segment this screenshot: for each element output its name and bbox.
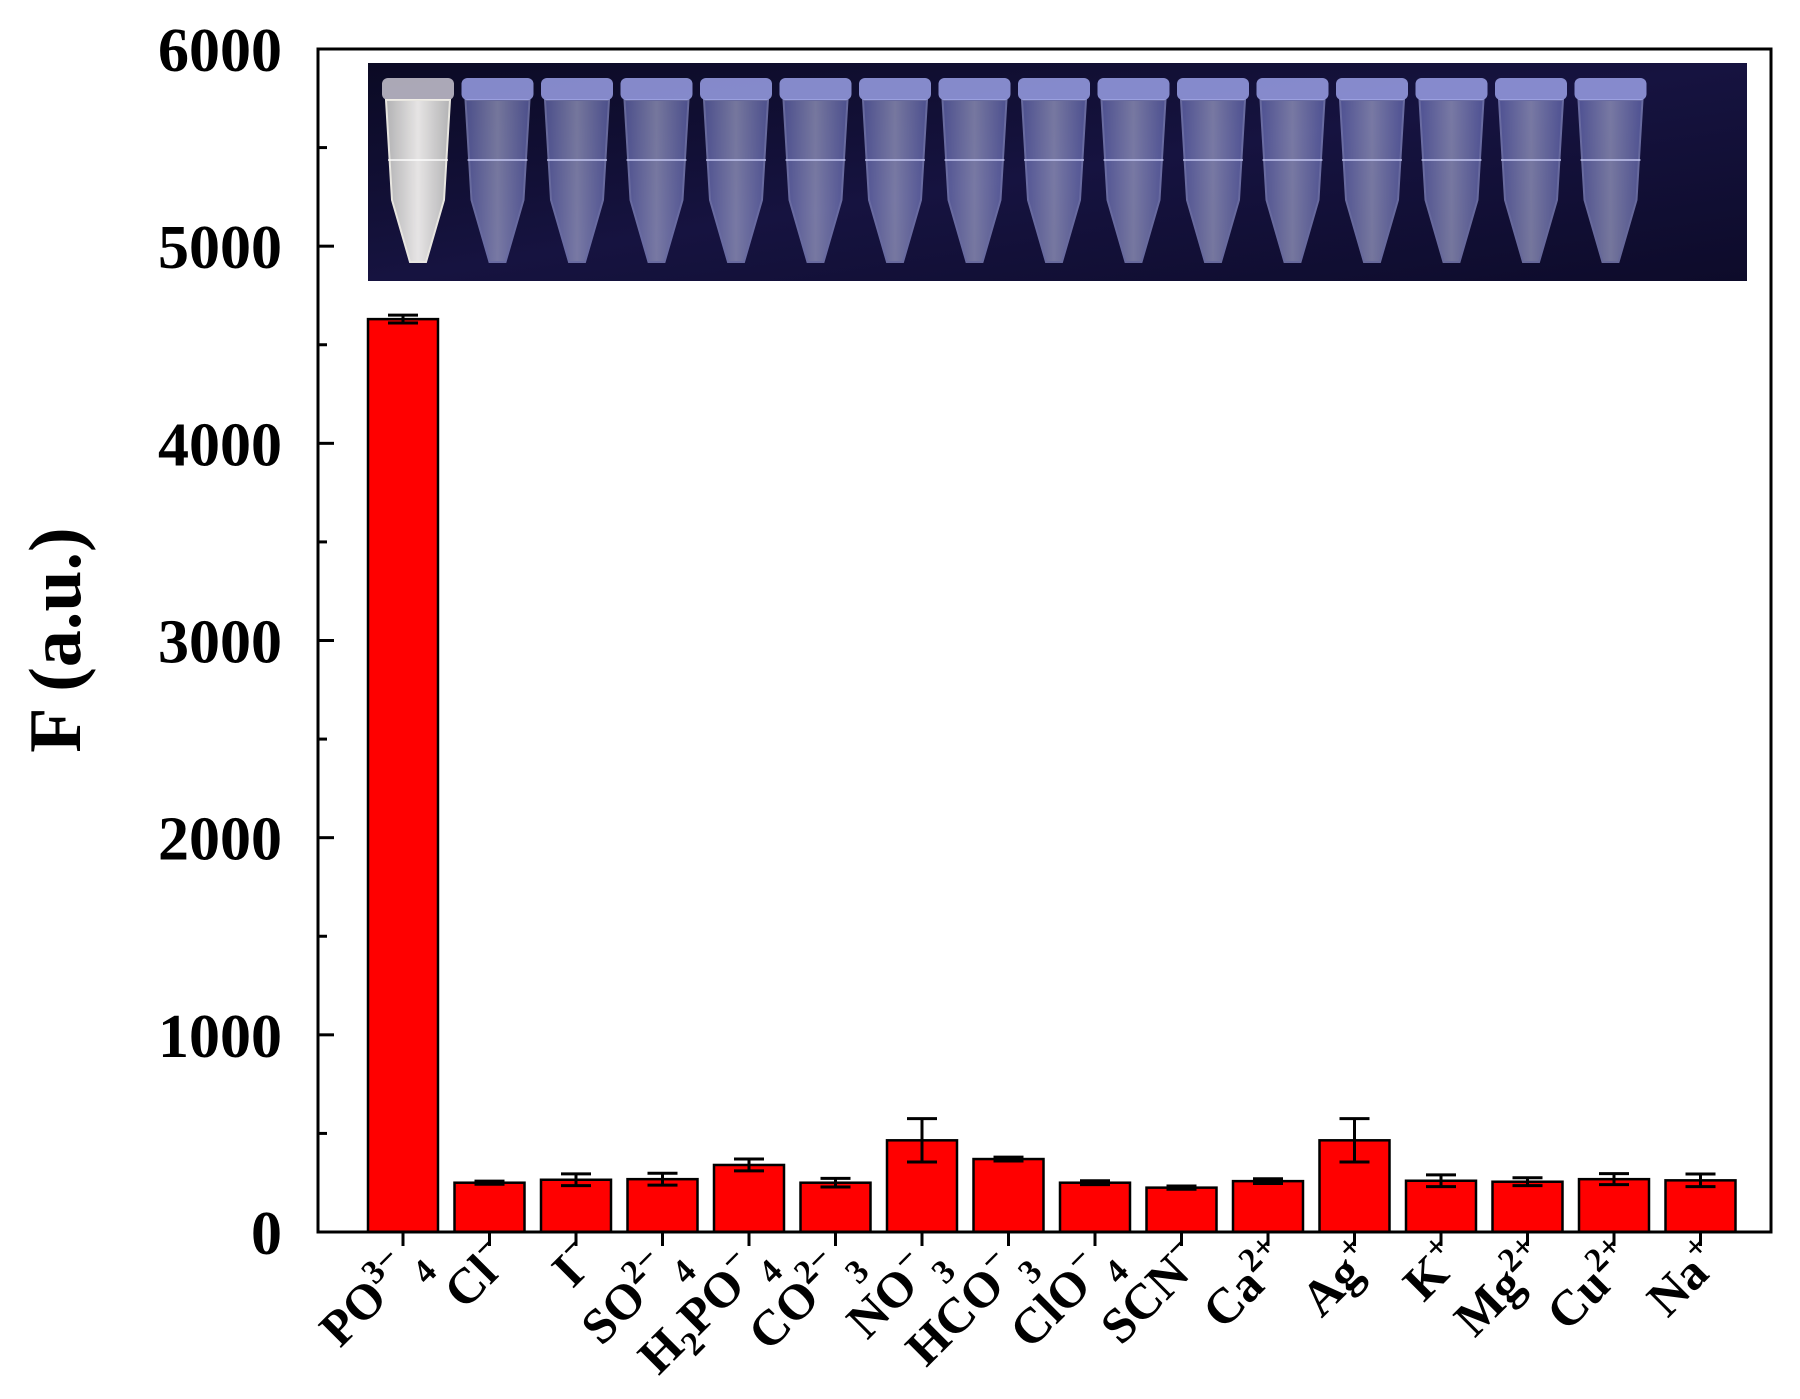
- bar: [1058, 1181, 1132, 1234]
- tube-photo-inset: [368, 63, 1747, 281]
- bar: [799, 1181, 872, 1234]
- error-bar: [820, 1176, 851, 1189]
- error-bar: [561, 1172, 591, 1188]
- error-bar: [1599, 1172, 1629, 1187]
- y-tick-label: 1000: [158, 1003, 282, 1071]
- tube: [461, 78, 534, 263]
- x-category-label: Na+: [1633, 1227, 1732, 1326]
- bar: [1404, 1179, 1478, 1234]
- y-tick-label: 5000: [158, 214, 282, 282]
- bar: [972, 1157, 1045, 1234]
- error-bar: [1253, 1177, 1283, 1185]
- bar: [1491, 1180, 1564, 1234]
- x-axis: PO3−4Cl− I−SO2−4H2PO−4CO2−3NO−3HCO−3ClO−4…: [306, 1227, 1732, 1384]
- tube: [859, 78, 931, 263]
- bar: [539, 1178, 613, 1234]
- x-category-label: Cu2+: [1532, 1227, 1645, 1340]
- bar: [1664, 1179, 1737, 1234]
- tube: [382, 78, 454, 263]
- x-category-label: Cl−: [430, 1227, 521, 1318]
- error-bar: [388, 313, 418, 325]
- tube: [1574, 78, 1647, 263]
- error-bar: [1512, 1176, 1543, 1188]
- y-tick-label: 4000: [158, 411, 282, 479]
- bar: [1318, 1139, 1391, 1234]
- tube: [1495, 78, 1567, 263]
- tube: [620, 78, 693, 263]
- tube: [1177, 78, 1249, 263]
- error-bar: [1166, 1184, 1197, 1191]
- y-tick-label: 6000: [158, 17, 282, 85]
- tube: [1018, 78, 1090, 263]
- tube: [541, 78, 613, 263]
- tube: [1336, 78, 1408, 263]
- error-bar: [1426, 1173, 1456, 1189]
- error-bar: [474, 1179, 505, 1186]
- error-bar: [1685, 1172, 1716, 1189]
- error-bar: [734, 1157, 764, 1173]
- tube: [700, 78, 772, 263]
- y-tick-label: 0: [251, 1200, 282, 1268]
- x-category-label: Ca2+: [1188, 1227, 1299, 1338]
- bars-group: [366, 317, 1737, 1234]
- y-axis-title: F (a.u.): [15, 527, 97, 752]
- tube: [1256, 78, 1329, 263]
- x-category-label: SCN−: [1086, 1227, 1213, 1354]
- tube: [1415, 78, 1488, 263]
- tube: [1097, 78, 1170, 263]
- bar: [1577, 1177, 1651, 1234]
- x-category-label: Mg2+: [1440, 1227, 1559, 1346]
- bar: [366, 317, 440, 1234]
- y-axis: 0 1000 2000 3000 4000 5000 6000: [158, 17, 334, 1268]
- bar: [626, 1177, 699, 1234]
- error-bar: [993, 1155, 1024, 1163]
- error-bar: [647, 1171, 678, 1187]
- bar: [1231, 1179, 1305, 1234]
- tube: [938, 78, 1011, 263]
- error-bars-group: [388, 313, 1716, 1191]
- error-bar: [907, 1117, 937, 1164]
- tube: [779, 78, 852, 263]
- x-category-label: PO3−4: [306, 1227, 444, 1365]
- y-tick-label: 3000: [158, 609, 282, 677]
- bar: [1145, 1186, 1218, 1234]
- error-bar: [1339, 1117, 1370, 1164]
- bar: [712, 1163, 786, 1234]
- y-tick-label: 2000: [158, 806, 282, 874]
- bar: [453, 1181, 526, 1234]
- x-category-label: Ag+: [1287, 1227, 1386, 1326]
- error-bar: [1080, 1179, 1110, 1187]
